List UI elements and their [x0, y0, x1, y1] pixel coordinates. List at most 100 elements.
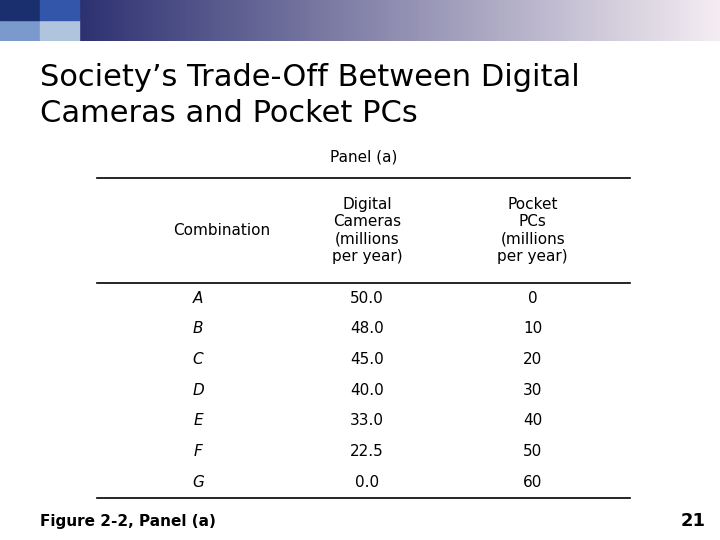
Bar	[673, 0, 677, 40]
Bar	[277, 0, 281, 40]
Text: 48.0: 48.0	[351, 321, 384, 336]
Bar	[479, 0, 482, 40]
Bar	[184, 0, 187, 40]
Bar	[284, 0, 288, 40]
Bar	[454, 0, 457, 40]
Bar	[508, 0, 511, 40]
Bar	[0, 0, 4, 40]
Bar	[475, 0, 479, 40]
Bar	[216, 0, 220, 40]
Text: 20: 20	[523, 352, 542, 367]
Bar	[288, 0, 292, 40]
Bar	[630, 0, 634, 40]
Bar	[551, 0, 554, 40]
Bar	[58, 0, 61, 40]
Bar	[94, 0, 97, 40]
Text: Panel (a): Panel (a)	[330, 150, 397, 164]
Bar	[558, 0, 562, 40]
Bar	[299, 0, 302, 40]
Bar	[637, 0, 641, 40]
Bar	[148, 0, 151, 40]
Bar	[490, 0, 493, 40]
Bar	[612, 0, 616, 40]
Bar	[234, 0, 238, 40]
Bar	[270, 0, 274, 40]
Bar	[7, 0, 11, 40]
Bar	[202, 0, 205, 40]
Bar	[101, 0, 104, 40]
Bar	[356, 0, 360, 40]
Bar	[576, 0, 580, 40]
Bar	[410, 0, 414, 40]
Bar	[338, 0, 342, 40]
Bar	[349, 0, 353, 40]
Bar	[263, 0, 266, 40]
Bar	[137, 0, 140, 40]
Bar	[205, 0, 209, 40]
Bar	[86, 0, 90, 40]
Bar	[335, 0, 338, 40]
Bar	[533, 0, 536, 40]
Bar	[608, 0, 612, 40]
Bar	[461, 0, 464, 40]
Bar	[310, 0, 313, 40]
Bar	[662, 0, 666, 40]
Bar	[418, 0, 421, 40]
Text: Society’s Trade-Off Between Digital
Cameras and Pocket PCs: Society’s Trade-Off Between Digital Came…	[40, 63, 580, 128]
Bar	[112, 0, 115, 40]
Bar	[644, 0, 648, 40]
Bar	[324, 0, 328, 40]
Bar	[428, 0, 432, 40]
Bar	[223, 0, 227, 40]
Bar	[670, 0, 673, 40]
Bar	[396, 0, 400, 40]
Bar	[79, 0, 83, 40]
Bar	[108, 0, 112, 40]
Text: 40.0: 40.0	[351, 383, 384, 397]
Bar	[50, 0, 54, 40]
Bar	[126, 0, 130, 40]
Bar	[209, 0, 212, 40]
Bar	[11, 0, 14, 40]
Text: G: G	[192, 475, 204, 490]
Bar	[4, 0, 7, 40]
Bar	[328, 0, 331, 40]
Bar	[0, 0, 40, 20]
Text: 45.0: 45.0	[351, 352, 384, 367]
Bar	[616, 0, 619, 40]
Bar	[590, 0, 594, 40]
Bar	[594, 0, 598, 40]
Bar	[83, 0, 86, 40]
Text: 40: 40	[523, 413, 542, 428]
Bar	[68, 0, 72, 40]
Bar	[256, 0, 259, 40]
Bar	[554, 0, 558, 40]
Text: Pocket
PCs
(millions
per year): Pocket PCs (millions per year)	[498, 197, 568, 264]
Bar	[245, 0, 248, 40]
Bar	[443, 0, 446, 40]
Bar	[623, 0, 626, 40]
Bar	[342, 0, 346, 40]
Bar	[407, 0, 410, 40]
Bar	[212, 0, 216, 40]
Bar	[706, 0, 709, 40]
Text: 22.5: 22.5	[351, 444, 384, 459]
Bar	[526, 0, 529, 40]
Bar	[367, 0, 371, 40]
Bar	[259, 0, 263, 40]
Bar	[65, 0, 68, 40]
Text: A: A	[193, 291, 203, 306]
Bar	[702, 0, 706, 40]
Bar	[32, 0, 36, 40]
Bar	[392, 0, 396, 40]
Bar	[292, 0, 295, 40]
Bar	[504, 0, 508, 40]
Bar	[482, 0, 486, 40]
Bar	[666, 0, 670, 40]
Bar	[76, 0, 79, 40]
Bar	[36, 0, 40, 40]
Bar	[158, 0, 162, 40]
Text: Digital
Cameras
(millions
per year): Digital Cameras (millions per year)	[332, 197, 402, 264]
Bar	[529, 0, 533, 40]
Text: 60: 60	[523, 475, 542, 490]
